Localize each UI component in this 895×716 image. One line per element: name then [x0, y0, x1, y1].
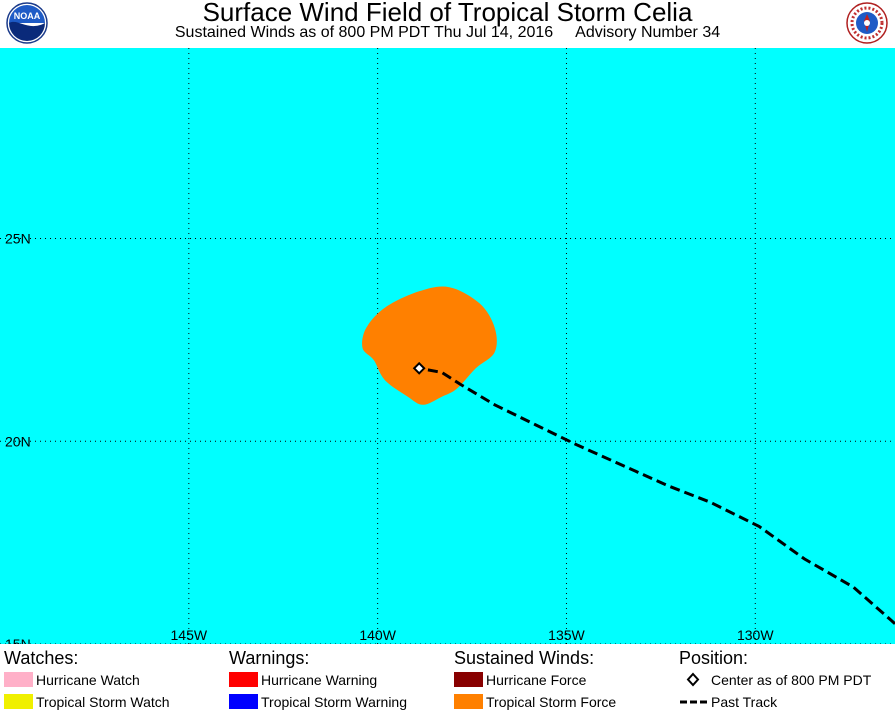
noaa-logo-text: NOAA — [14, 11, 41, 21]
hurricane-force-swatch — [454, 672, 483, 687]
dashed-line-icon — [680, 700, 708, 704]
track-layer — [412, 361, 895, 625]
legend-warnings-heading: Warnings: — [229, 648, 310, 668]
legend-label: Tropical Storm Warning — [261, 694, 408, 710]
header: NOAA Surface Wind Field of Tropical Stor… — [0, 0, 895, 48]
legend-position-heading: Position: — [679, 648, 749, 668]
tropical-storm-warning-swatch — [229, 694, 258, 709]
longitude-label: 130W — [737, 627, 774, 643]
legend-label: Hurricane Watch — [36, 672, 140, 688]
longitude-label: 145W — [171, 627, 208, 643]
storm-center-marker — [412, 361, 426, 375]
page-subtitle: Sustained Winds as of 800 PM PDT Thu Jul… — [0, 24, 895, 42]
hurricane-warning-swatch — [229, 672, 258, 687]
page-title: Surface Wind Field of Tropical Storm Cel… — [202, 0, 693, 27]
advisory-number: Advisory Number 34 — [575, 24, 721, 41]
graticule — [0, 48, 895, 644]
legend: Watches: Hurricane Watch Tropical Storm … — [0, 646, 895, 716]
legend-label: Tropical Storm Watch — [36, 694, 170, 710]
legend-label: Hurricane Warning — [261, 672, 378, 688]
wind-field-layer — [362, 286, 497, 405]
latitude-label: 20N — [5, 433, 31, 449]
legend-label: Center as of 800 PM PDT — [711, 672, 872, 688]
tropical-storm-force-swatch — [454, 694, 483, 709]
nws-logo — [846, 2, 888, 44]
sustained-winds-timestamp: Sustained Winds as of 800 PM PDT Thu Jul… — [174, 24, 554, 41]
legend-label: Past Track — [711, 694, 778, 710]
legend-sustained-winds-heading: Sustained Winds: — [454, 648, 595, 668]
legend-label: Hurricane Force — [486, 672, 587, 688]
latitude-label: 25N — [5, 231, 31, 247]
legend-label: Tropical Storm Force — [486, 694, 617, 710]
noaa-logo: NOAA — [6, 2, 48, 44]
hurricane-watch-swatch — [4, 672, 33, 687]
legend-watches-heading: Watches: — [4, 648, 79, 668]
longitude-label: 135W — [548, 627, 585, 643]
past-track-line — [418, 366, 895, 625]
graticule-labels: 25N 20N 15N 145W 140W 135W 130W — [5, 231, 774, 644]
diamond-icon — [686, 672, 700, 687]
tropical-storm-watch-swatch — [4, 694, 33, 709]
longitude-label: 140W — [359, 627, 396, 643]
tropical-storm-force-wind-field — [362, 286, 497, 405]
latitude-label: 15N — [5, 636, 31, 644]
wind-field-map: 25N 20N 15N 145W 140W 135W 130W — [0, 48, 895, 644]
